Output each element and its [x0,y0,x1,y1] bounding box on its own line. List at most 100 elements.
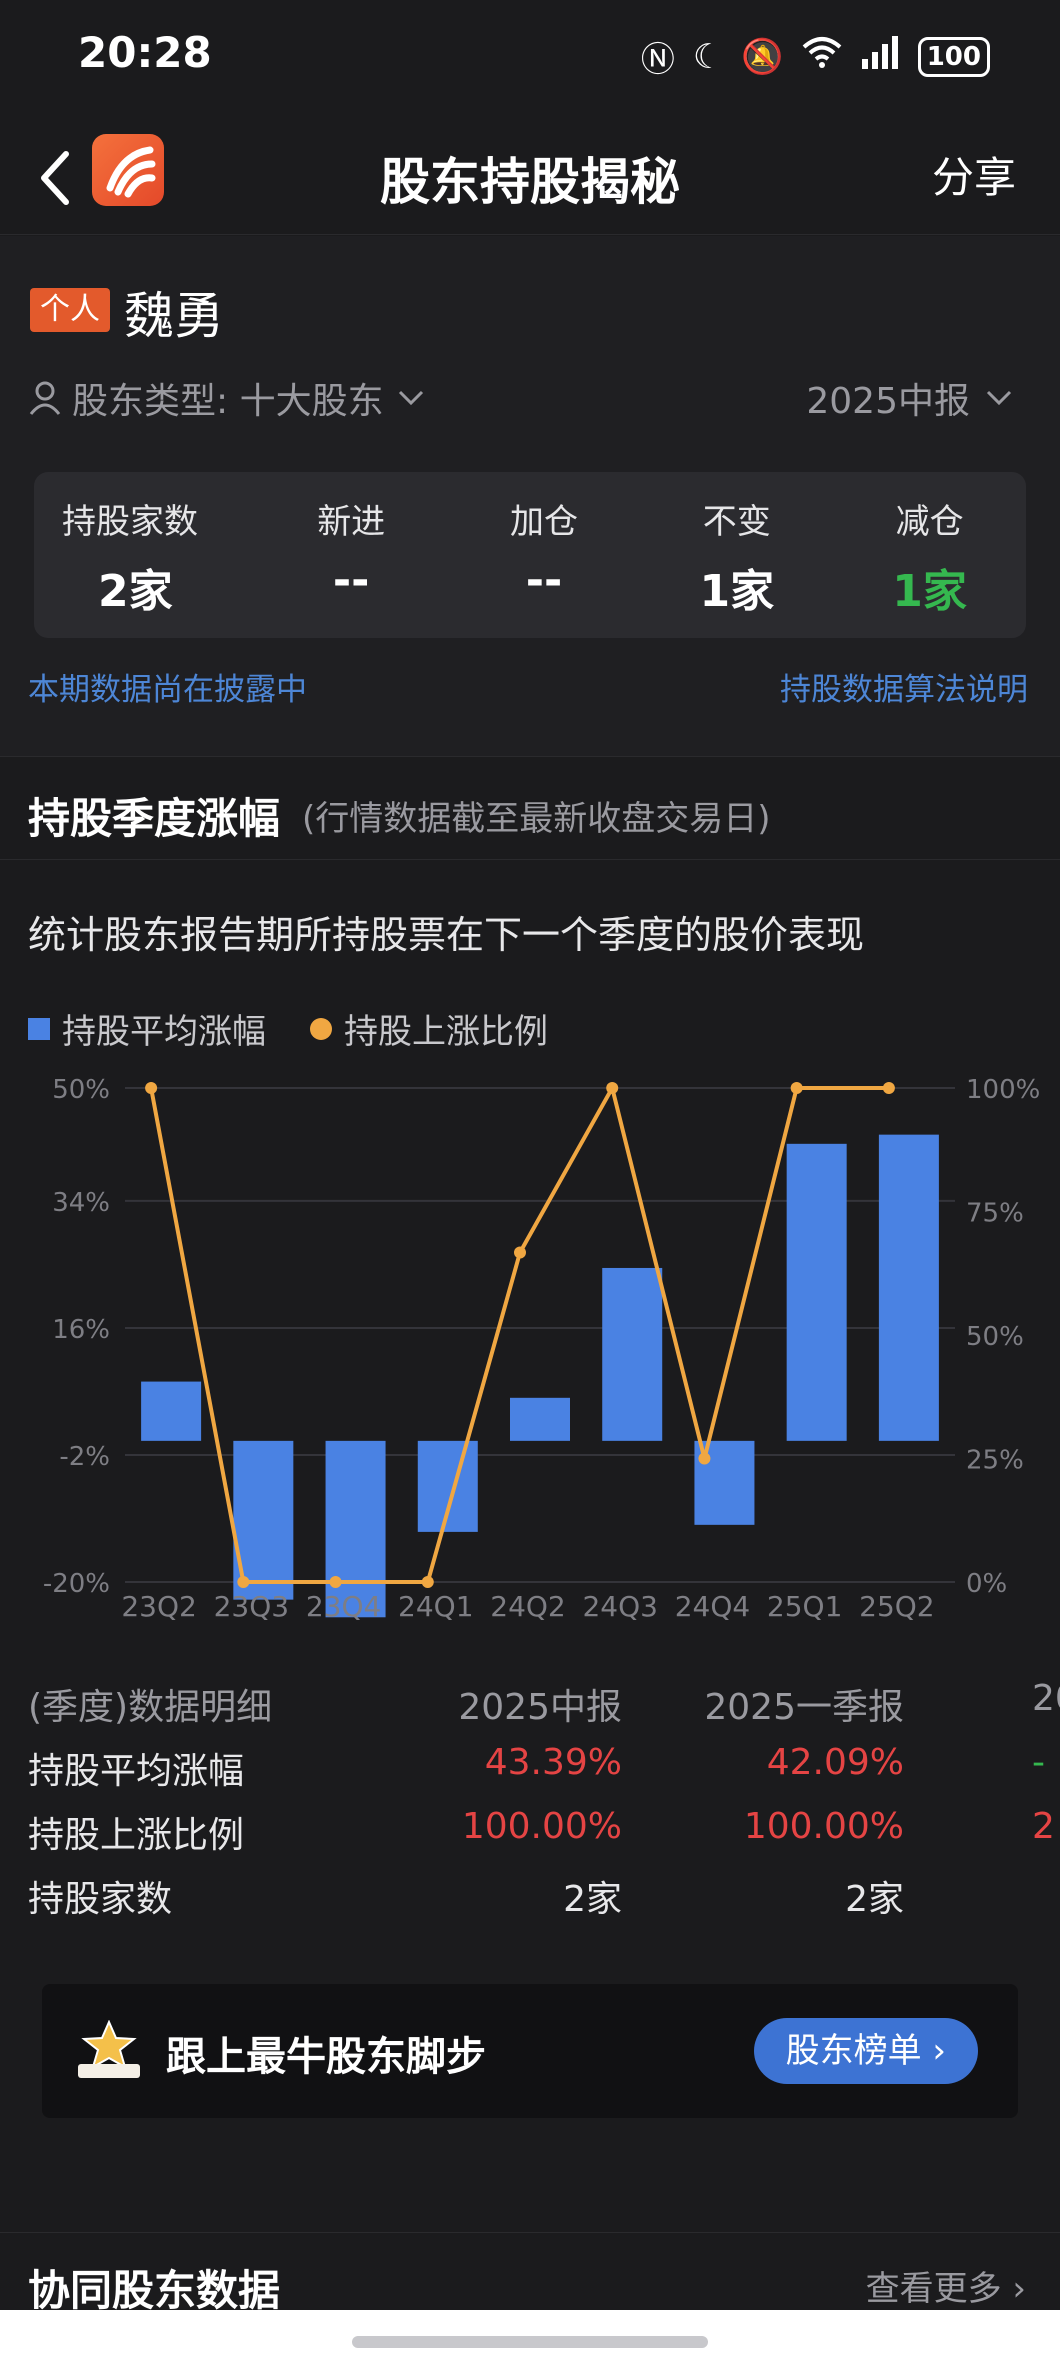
stat-value: 1家 [892,566,967,617]
nav-bar: 股东持股揭秘 分享 [0,120,1060,235]
chart-card: 统计股东报告期所持股票在下一个季度的股价表现 持股平均涨幅 持股上涨比例 50%… [0,860,1060,2232]
line-point [882,1082,895,1094]
person-icon [29,381,61,415]
chart-description: 统计股东报告期所持股票在下一个季度的股价表现 [28,913,865,957]
line-point [606,1082,619,1094]
legend-label: 持股平均涨幅 [62,1012,266,1052]
detail-header-c1: 2025中报 [458,1687,622,1728]
detail-header-c2: 2025一季报 [704,1687,904,1728]
x-tick-label: 24Q2 [490,1590,565,1620]
legend-item-line: 持股上涨比例 [310,1004,548,1053]
row-value: 100.00% [461,1806,622,1847]
row-value: 2 [1032,1806,1055,1847]
bar [786,1143,847,1441]
coop-holder-section: 协同股东数据 查看更多 › [0,2232,1060,2315]
row-value: - [1032,1742,1045,1783]
battery-icon: 100 [917,36,990,77]
stat-new[interactable]: 新进 -- [255,472,448,638]
legend-label: 持股上涨比例 [344,1012,548,1052]
line-point [329,1576,342,1588]
x-tick-label: 23Q2 [121,1590,196,1620]
row-value: 2家 [845,1879,904,1920]
stat-unchanged[interactable]: 不变 1家 [640,472,833,638]
top-holder-banner[interactable]: 跟上最牛股东脚步 股东榜单 › [42,1984,1018,2118]
bar [602,1267,663,1441]
holder-tag: 个人 [30,288,110,332]
status-bar: 20:28 Ⓝ ☾ 🔕 100 [0,0,1060,120]
chevron-down-icon [986,390,1012,406]
x-tick-label: 24Q3 [582,1590,657,1620]
line-point [145,1082,158,1094]
moon-icon: ☾ [692,36,724,77]
bar [141,1381,202,1441]
line-point [237,1576,250,1588]
bell-off-icon: 🔕 [741,36,784,77]
line-point [698,1452,711,1465]
period-selector[interactable]: 2025中报 [806,372,1016,424]
algorithm-link[interactable]: 持股数据算法说明 [780,672,1028,708]
holder-type-label: 股东类型: 十大股东 [72,381,384,422]
stat-label: 新进 [317,502,386,542]
right-tick-label: 100% [966,1075,1040,1105]
star-trophy-icon [74,2019,144,2086]
signal-icon [860,35,900,78]
holder-name: 魏勇 [124,287,224,345]
holding-stats: 持股家数 2家 新进 -- 加仓 -- 不变 1家 减仓 1家 [34,472,1026,638]
row-value: 42.09% [766,1742,904,1783]
detail-table: (季度)数据明细 2025中报 2025一季报 20 持股平均涨幅 43.39%… [0,1670,1060,1926]
x-tick-label: 25Q2 [859,1590,934,1620]
chevron-down-icon [398,390,423,406]
status-icons: Ⓝ ☾ 🔕 100 [641,32,990,81]
right-tick-label: 75% [966,1199,1024,1229]
view-more-link[interactable]: 查看更多 › [865,2269,1026,2309]
stat-total[interactable]: 持股家数 2家 [34,472,255,638]
x-tick-label: 24Q1 [398,1590,473,1620]
stat-decrease[interactable]: 减仓 1家 [833,472,1026,638]
quarterly-chart[interactable]: 50% 34% 16% -2% -20% 100% 75% 50% 25% 0% 23Q2 23Q3 2… [0,1060,1060,1620]
holder-profile: 个人 魏勇 股东类型: 十大股东 2025中报 持股家数 2家 新进 -- 加仓… [0,236,1060,756]
coop-title: 协同股东数据 [28,2266,281,2315]
right-tick-label: 50% [966,1322,1024,1352]
home-indicator[interactable] [352,2336,708,2348]
disclosure-note: 本期数据尚在披露中 [28,672,307,708]
left-tick-label: 34% [52,1188,110,1218]
legend-dot-icon [310,1017,332,1040]
table-row: 持股家数 2家 2家 [0,1862,1060,1926]
left-tick-label: -2% [59,1442,110,1472]
share-button[interactable]: 分享 [931,153,1016,202]
stat-label: 加仓 [509,502,578,542]
holder-ranking-button[interactable]: 股东榜单 › [753,2018,978,2084]
back-button[interactable] [30,142,80,212]
banner-text: 跟上最牛股东脚步 [166,2034,486,2080]
detail-header-label: (季度)数据明细 [28,1687,273,1728]
chevron-left-icon [41,151,69,205]
table-row: 持股平均涨幅 43.39% 42.09% - [0,1734,1060,1798]
line-point [790,1082,803,1094]
stat-value: 2家 [98,566,173,617]
stat-label: 不变 [702,502,771,542]
left-tick-label: -20% [43,1569,110,1599]
stat-value: 1家 [699,566,775,617]
stat-value: -- [332,555,370,606]
left-tick-label: 16% [52,1315,110,1345]
legend-square-icon [28,1017,50,1040]
stat-increase[interactable]: 加仓 -- [448,472,641,638]
section-title: 持股季度涨幅 [28,794,281,843]
line-point [514,1246,526,1259]
x-tick-label: 25Q1 [767,1590,842,1620]
x-tick-label: 23Q3 [214,1590,289,1620]
quarterly-section-header: 持股季度涨幅 (行情数据截至最新收盘交易日) [0,756,1060,860]
home-indicator-area [0,2310,1060,2376]
left-tick-label: 50% [52,1075,110,1105]
bar [878,1134,939,1441]
row-value: 100.00% [743,1806,904,1847]
stat-label: 减仓 [895,502,964,542]
holder-type-selector[interactable]: 股东类型: 十大股东 [28,372,428,424]
section-subtitle: (行情数据截至最新收盘交易日) [302,799,771,839]
period-label: 2025中报 [806,381,970,422]
stat-label: 持股家数 [62,502,198,542]
row-value: 43.39% [484,1742,622,1783]
stat-value: -- [525,555,563,606]
chart-legend: 持股平均涨幅 持股上涨比例 [28,1004,548,1053]
bar [417,1440,478,1532]
